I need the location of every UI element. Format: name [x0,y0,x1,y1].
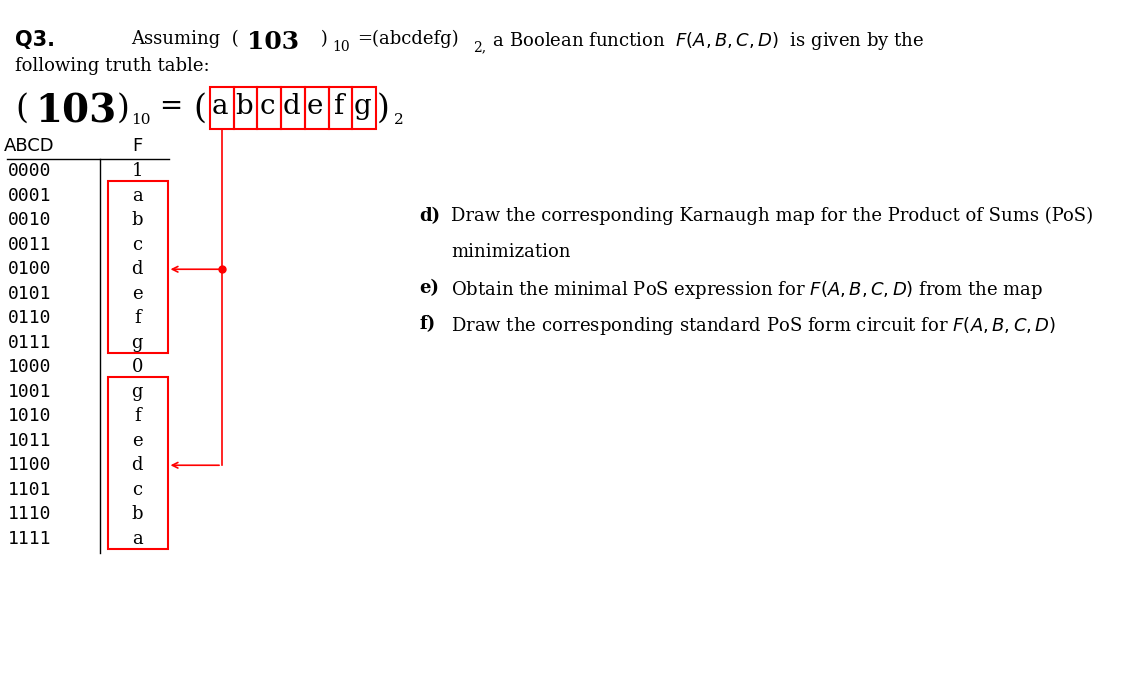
Text: Q3.: Q3. [15,30,56,50]
Text: c: c [132,481,142,499]
Text: Obtain the minimal PoS expression for $F(A,B,C,D)$ from the map: Obtain the minimal PoS expression for $F… [451,279,1044,301]
Text: d: d [282,93,300,120]
Text: Draw the corresponding standard PoS form circuit for $F(A,B,C,D)$: Draw the corresponding standard PoS form… [451,315,1056,337]
Text: d: d [132,260,143,278]
Text: a: a [132,530,142,548]
Text: a: a [132,187,142,205]
Text: 1111: 1111 [8,530,51,548]
Text: 2,: 2, [473,40,485,54]
Text: 1010: 1010 [8,408,51,425]
Text: 2: 2 [393,113,404,127]
Text: f: f [134,408,141,425]
Text: F: F [132,137,142,155]
Text: g: g [132,334,143,352]
Text: following truth table:: following truth table: [15,57,210,75]
Text: e: e [307,93,323,120]
Text: b: b [132,506,143,523]
Text: 10: 10 [332,40,349,54]
Text: 1001: 1001 [8,383,51,401]
Text: d): d) [420,207,440,225]
Text: f: f [134,309,141,327]
Text: e: e [132,285,142,303]
Text: 0001: 0001 [8,187,51,205]
Text: 103: 103 [248,30,299,54]
Text: f: f [333,93,345,120]
Text: b: b [132,211,143,229]
Text: Draw the corresponding Karnaugh map for the Product of Sums (PoS): Draw the corresponding Karnaugh map for … [451,207,1094,225]
Text: g: g [354,93,372,120]
Text: b: b [235,93,252,120]
Text: 1101: 1101 [8,481,51,499]
Text: 0101: 0101 [8,285,51,303]
Text: ): ) [376,93,390,125]
Text: 1110: 1110 [8,506,51,523]
Text: =: = [151,93,192,120]
Text: d: d [132,456,143,474]
Text: 0111: 0111 [8,334,51,352]
Text: ): ) [117,93,130,125]
Text: 0000: 0000 [8,162,51,180]
Text: (: ( [15,93,28,125]
Text: Assuming  (: Assuming ( [131,30,244,48]
Text: 1100: 1100 [8,456,51,474]
Text: 0: 0 [132,358,143,376]
Text: e: e [132,432,142,450]
Text: 0010: 0010 [8,211,51,229]
Text: 0100: 0100 [8,260,51,278]
Text: minimization: minimization [451,243,571,261]
Text: 103: 103 [35,93,117,131]
Text: 10: 10 [131,113,151,127]
Text: 0110: 0110 [8,309,51,327]
Text: a Boolean function  $F(A,B,C,D)$  is given by the: a Boolean function $F(A,B,C,D)$ is given… [487,30,924,52]
Text: (: ( [193,93,206,125]
Text: 1: 1 [132,162,143,180]
Text: 0011: 0011 [8,236,51,253]
Text: g: g [132,383,143,401]
Text: =(abcdefg): =(abcdefg) [357,30,459,48]
Text: c: c [132,236,142,253]
Text: f): f) [420,315,435,333]
Text: 1011: 1011 [8,432,51,450]
Text: e): e) [420,279,439,297]
Text: c: c [260,93,275,120]
Text: 1000: 1000 [8,358,51,376]
Text: ): ) [315,30,327,48]
Text: ABCD: ABCD [5,137,55,155]
Text: a: a [211,93,229,120]
